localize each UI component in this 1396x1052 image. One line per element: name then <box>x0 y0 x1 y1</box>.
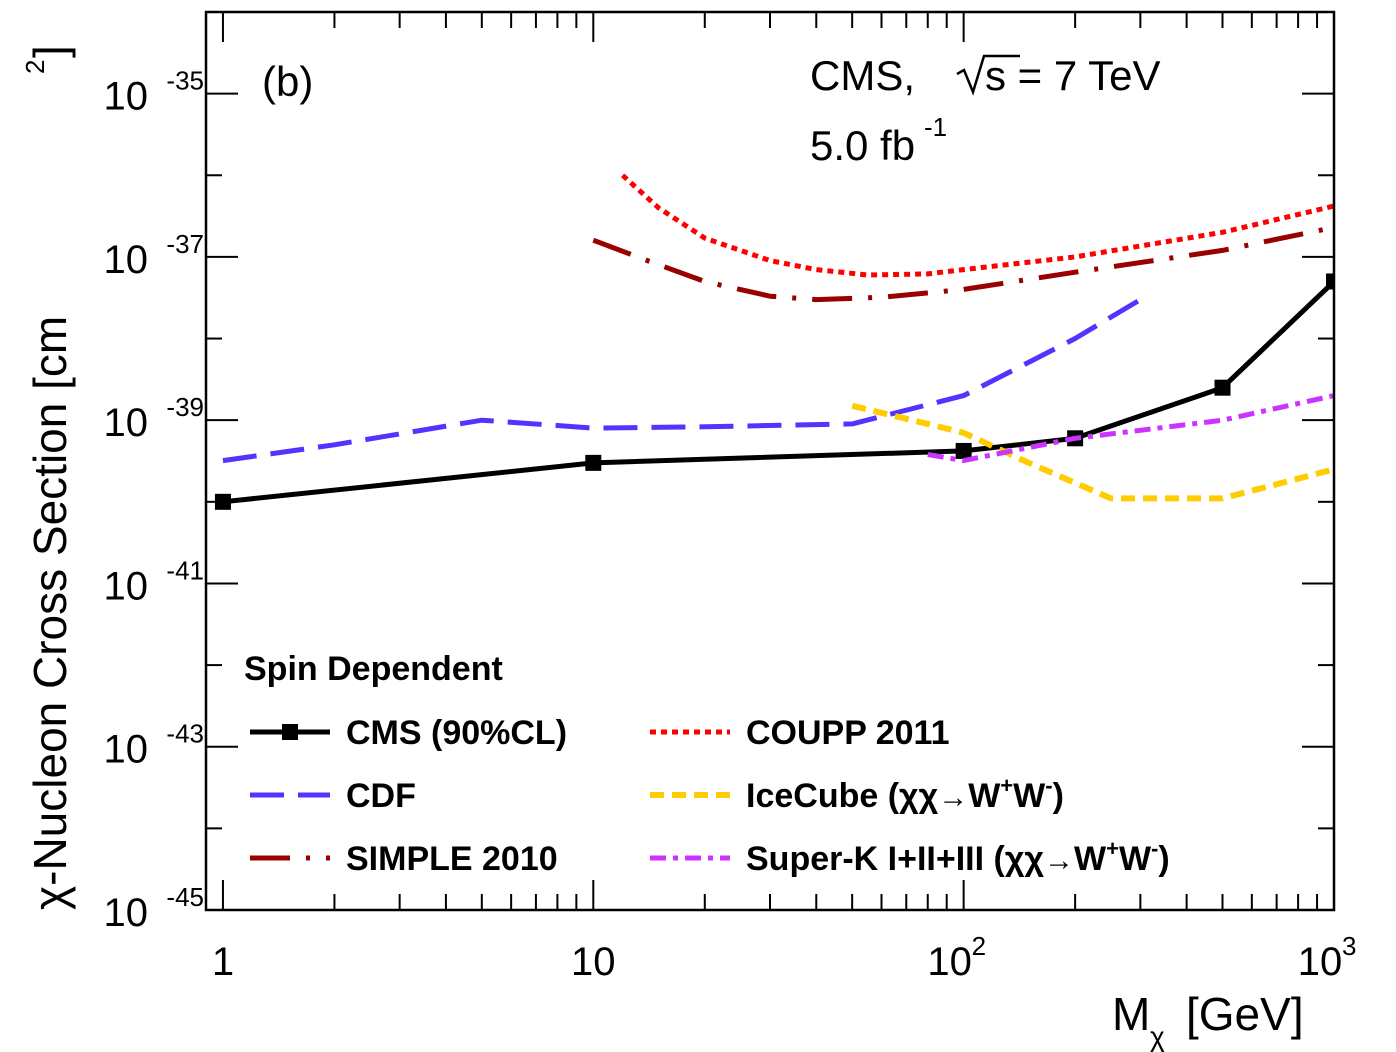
series-line-1 <box>222 297 1142 464</box>
experiment-annotation: CMS, s = 7 TeV 5.0 fb -1 <box>810 52 1161 169</box>
legend-label-part: + <box>1000 773 1013 798</box>
legend-label-part: → <box>1044 844 1074 877</box>
legend-label: CMS (90%CL) <box>346 714 567 752</box>
y-tick-label-base: 10 <box>104 238 149 282</box>
y-tick-label-exponent: -39 <box>166 392 204 422</box>
series-marker-0 <box>585 454 602 471</box>
series-line-0 <box>222 279 1334 505</box>
y-tick-label-base: 10 <box>104 564 149 608</box>
y-tick-label-exponent: -37 <box>166 229 204 259</box>
y-tick-label-base: 10 <box>104 401 149 445</box>
legend-entry: IceCube (χχ→W+W-) <box>650 773 1064 815</box>
legend-label-part: IceCube (χχ <box>746 777 939 815</box>
x-tick-label-base: 10 <box>927 940 972 984</box>
legend-label: IceCube (χχ→W+W-) <box>746 773 1064 815</box>
series-line-2 <box>592 224 1334 303</box>
legend-label-part: - <box>1045 773 1052 798</box>
y-tick-label-exponent: -43 <box>166 719 204 749</box>
legend-label-part: W <box>968 777 1001 815</box>
y-tick-label: 10 -45 <box>104 882 205 935</box>
luminosity-value: 5.0 fb <box>810 122 915 169</box>
legend-label: Super-K I+II+III (χχ→W+W-) <box>746 836 1170 878</box>
y-tick-label: 10 -37 <box>104 229 205 282</box>
x-tick-label: 10 3 <box>1298 931 1357 984</box>
luminosity-exponent: -1 <box>924 112 947 142</box>
x-tick-label-exponent: 3 <box>1342 931 1356 961</box>
legend-label-part: + <box>1106 836 1119 861</box>
sqrt-symbol <box>956 54 1020 96</box>
legend-title: Spin Dependent <box>244 650 503 688</box>
legend-label-part: ) <box>1053 777 1064 815</box>
y-tick-label: 10 -39 <box>104 392 205 445</box>
x-tick-label-base: 10 <box>1298 940 1343 984</box>
legend-label: SIMPLE 2010 <box>346 840 558 878</box>
legend-entry: COUPP 2011 <box>650 714 950 752</box>
x-tick-label: 1 <box>212 940 234 984</box>
legend-entry: CMS (90%CL) <box>250 714 567 752</box>
y-tick-label: 10 -35 <box>104 66 205 119</box>
series-group <box>214 173 1334 510</box>
y-axis-title-main: χ-Nucleon Cross Section [cm <box>24 316 76 910</box>
legend-swatch-marker <box>282 724 298 740</box>
series-marker-0 <box>1326 273 1334 290</box>
y-tick-label: 10 -43 <box>104 719 205 772</box>
legend-label-part: Super-K I+II+III (χχ <box>746 840 1044 878</box>
x-tick-label-exponent: 2 <box>972 931 986 961</box>
series-line-5 <box>927 393 1334 464</box>
legend-entry: SIMPLE 2010 <box>250 840 558 878</box>
y-tick-label-exponent: -45 <box>166 882 204 912</box>
x-tick-label: 10 <box>571 940 616 984</box>
y-axis-title-close: ] <box>24 45 76 58</box>
x-axis-title-subscript: χ <box>1150 1021 1165 1052</box>
legend-entry: Super-K I+II+III (χχ→W+W-) <box>650 836 1170 878</box>
series-marker-0 <box>1214 379 1231 396</box>
legend-label-part: W <box>1074 840 1107 878</box>
legend-label-part: W <box>1119 840 1152 878</box>
series-marker-0 <box>955 442 972 459</box>
energy-label: s = 7 TeV <box>985 52 1161 99</box>
legend-label-part: - <box>1151 836 1158 861</box>
legend-label: COUPP 2011 <box>746 714 950 752</box>
y-axis-title-exponent: 2 <box>20 60 50 74</box>
x-axis-title: M χ [GeV] <box>1112 988 1304 1052</box>
series-layer <box>214 173 1334 510</box>
legend-label-part: W <box>1013 777 1046 815</box>
series-marker-0 <box>214 493 231 510</box>
experiment-label: CMS, <box>810 52 915 99</box>
legend-entry: CDF <box>250 777 416 815</box>
y-tick-label-base: 10 <box>104 891 149 935</box>
series-line-3 <box>620 173 1334 278</box>
plot-frame <box>204 10 1336 912</box>
legend-label-part: ) <box>1158 840 1169 878</box>
legend-label: CDF <box>346 777 416 815</box>
series-line-4 <box>851 402 1334 502</box>
y-tick-label-base: 10 <box>104 728 149 772</box>
x-axis-title-main: M <box>1112 988 1150 1040</box>
x-tick-label-base: 10 <box>571 940 616 984</box>
y-tick-label-base: 10 <box>104 75 149 119</box>
x-tick-label: 10 2 <box>927 931 986 984</box>
x-axis-title-unit: [GeV] <box>1186 988 1304 1040</box>
y-tick-label: 10 -41 <box>104 555 205 608</box>
axis-ticks <box>206 11 1335 911</box>
legend-label-part: → <box>938 781 968 814</box>
panel-label: (b) <box>262 58 313 105</box>
y-axis-title: χ-Nucleon Cross Section [cm 2 ] <box>20 45 76 910</box>
y-tick-label-exponent: -35 <box>166 66 204 96</box>
y-tick-label-exponent: -41 <box>166 555 204 585</box>
x-tick-label-base: 1 <box>212 940 234 984</box>
